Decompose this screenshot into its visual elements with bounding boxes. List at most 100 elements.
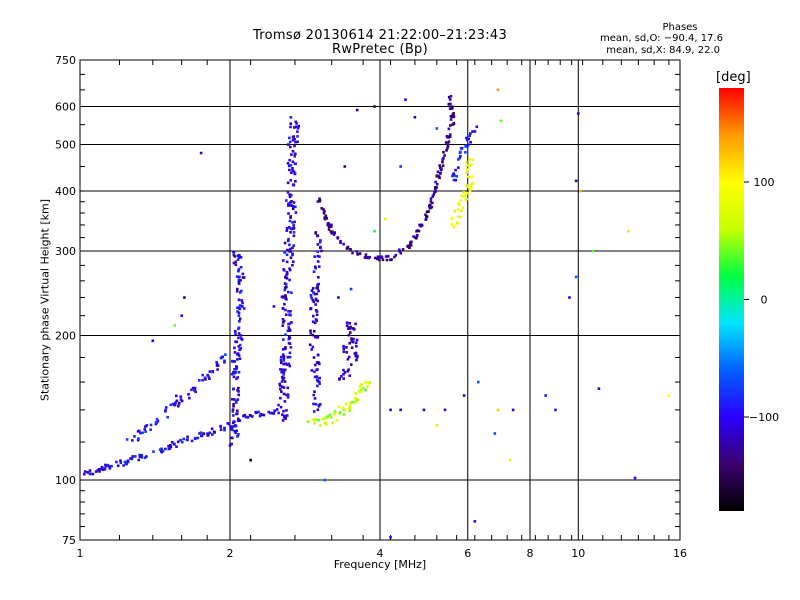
data-point [292,244,296,247]
data-point [469,140,472,144]
data-point [237,278,241,282]
data-point [267,410,271,414]
data-point [279,368,282,371]
y-tick-label: 100 [55,474,76,487]
data-point [288,355,292,359]
data-point [231,421,235,425]
data-point [394,253,398,257]
data-point [347,326,351,329]
data-point [283,414,287,418]
y-tick-label: 600 [55,101,76,114]
data-point [156,419,160,423]
data-point [151,339,155,343]
data-point [373,229,376,233]
data-point [106,463,110,467]
x-tick-label: 16 [673,547,687,560]
data-point [407,244,411,247]
data-point [438,176,441,180]
data-point [430,201,434,205]
data-point [237,354,241,357]
data-point [450,222,454,226]
data-point [468,188,472,192]
data-point [321,417,325,421]
data-point [231,410,235,413]
data-point [346,370,350,373]
data-point [258,414,262,418]
data-point [445,135,449,138]
data-point [311,333,315,337]
data-point [240,305,244,308]
data-point [232,261,236,265]
data-point [282,348,285,351]
data-point [232,425,236,428]
data-point [291,167,294,170]
x-tick-label: 4 [377,547,384,560]
data-point [376,257,379,261]
data-point [289,116,293,119]
data-point [438,164,441,167]
data-point [237,282,241,285]
data-point [318,382,321,385]
data-point [473,130,477,133]
data-point [286,386,290,390]
data-point [215,363,219,366]
data-point [431,195,435,198]
data-point [236,389,239,392]
data-point [234,370,238,374]
data-point [347,406,351,410]
data-point [286,143,290,146]
data-point [286,396,290,399]
data-point [167,444,170,448]
data-point [448,133,452,136]
data-point [342,377,346,380]
data-point [291,246,294,250]
data-point [283,251,286,254]
data-point [290,171,293,175]
data-point [379,255,383,258]
data-point [354,400,357,404]
data-point [465,160,468,164]
data-point [238,275,241,279]
data-point [318,197,321,201]
data-point [318,199,321,203]
data-point [233,255,237,258]
data-point [313,292,317,296]
data-point [211,433,214,436]
data-point [315,313,319,317]
data-point [282,370,286,374]
data-point [186,438,189,442]
data-point [288,145,292,149]
data-point [224,353,227,356]
data-point [238,304,242,307]
data-point [279,396,282,400]
data-point [284,362,288,366]
data-point [292,226,296,230]
data-point [284,308,287,312]
data-point [237,370,241,374]
data-point [295,122,298,125]
data-point [235,412,238,416]
data-point [320,207,324,210]
data-point [236,417,240,421]
data-point [212,430,216,434]
data-point [450,105,454,108]
data-point [233,398,236,401]
data-point [355,398,358,402]
data-point [236,358,239,361]
data-point [196,436,200,440]
data-point [284,333,287,336]
data-point [317,289,320,293]
data-point [281,385,284,389]
data-point [278,382,281,386]
data-point [311,314,315,318]
data-point [399,408,402,412]
data-point [232,253,236,257]
data-point [353,352,357,355]
data-point [243,413,247,417]
data-point [468,157,471,161]
data-point [348,409,352,412]
data-point [316,335,320,339]
data-point [458,156,462,160]
data-point [262,413,266,417]
